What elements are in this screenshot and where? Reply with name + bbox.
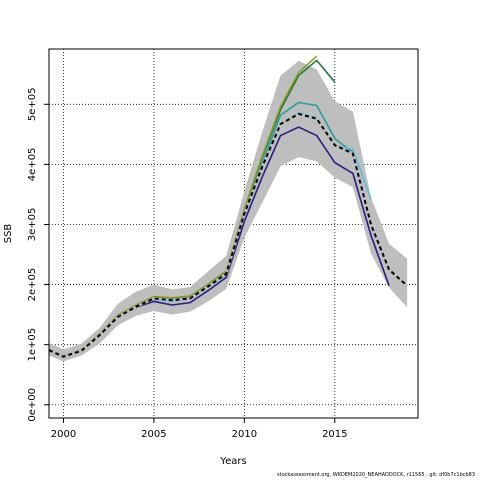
y-axis-title: SSB <box>3 224 14 244</box>
series-line-estimate <box>48 112 408 358</box>
y-axis: 0e+00 1e+05 2e+05 3e+05 4e+05 5e+05 <box>27 87 49 422</box>
x-axis: 2000 2005 2010 2015 <box>51 418 348 440</box>
series-lines <box>48 55 408 359</box>
plot-frame <box>48 48 419 419</box>
y-tick-label: 2e+05 <box>27 268 38 302</box>
x-tick-label: 2000 <box>51 429 76 440</box>
x-tick-label: 2015 <box>322 429 347 440</box>
x-axis-title: Years <box>219 456 246 467</box>
y-tick-label: 0e+00 <box>27 388 38 422</box>
y-tick-label: 3e+05 <box>27 208 38 242</box>
confidence-band <box>49 61 408 362</box>
x-tick-label: 2005 <box>141 429 166 440</box>
y-tick-label: 1e+05 <box>27 328 38 362</box>
y-tick-label: 5e+05 <box>27 87 38 121</box>
y-tick-label: 4e+05 <box>27 148 38 182</box>
footer-provenance: stockassessment.org, WKDEM2020_NEAHADDOC… <box>277 472 476 478</box>
x-tick-label: 2010 <box>232 429 257 440</box>
